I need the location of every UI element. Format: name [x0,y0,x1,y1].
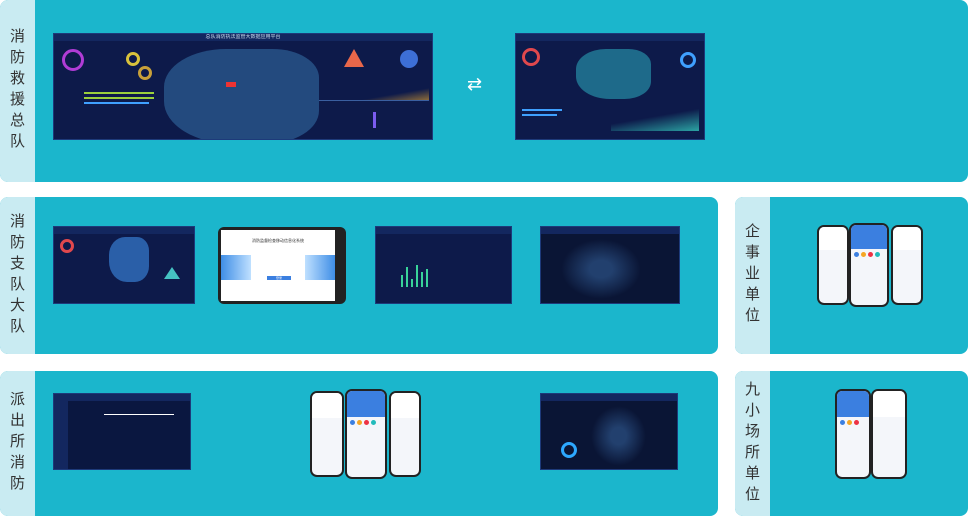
tablet-title: 消防监督检查移动信息化系统 [252,238,304,243]
swap-arrows-icon: ⇄ [467,74,483,95]
panel-enterprise-units: 企事业单位 [735,197,968,354]
phone-screenshot [310,391,344,477]
row-label: 九小场所单位 [735,371,770,516]
phone-screenshot [389,391,421,477]
panel-police-station: 派出所消防 [0,371,718,516]
row-label: 企事业单位 [735,197,770,354]
dashboard-screenshot-small [515,33,705,140]
dashboard-screenshot [53,226,195,304]
row-label: 消防救援总队 [0,0,35,182]
statistics-screenshot [375,226,512,304]
tablet-screenshot: 消防监督检查移动信息化系统 登录 [218,227,346,304]
row-label: 消防支队大队 [0,197,35,354]
phone-screenshot [871,389,907,479]
phone-screenshot [835,389,871,479]
phone-screenshot [849,223,889,307]
city-map-screenshot [540,226,680,304]
row-label: 派出所消防 [0,371,35,516]
panel-fire-detachment: 消防支队大队 消防监督检查移动信息化系统 登录 [0,197,718,354]
screen-title: 总队消防执法监管大数据应用平台 [54,34,432,41]
management-screenshot [53,393,191,470]
phone-screenshot [891,225,923,305]
dashboard-screenshot-big: 总队消防执法监管大数据应用平台 [53,33,433,140]
login-button[interactable]: 登录 [267,276,291,280]
phone-screenshot [345,389,387,479]
map-dashboard-screenshot [540,393,678,470]
panel-small-venues: 九小场所单位 [735,371,968,516]
phone-screenshot [817,225,849,305]
panel-fire-rescue-corps: 消防救援总队 总队消防执法监管大数据应用平台 ⇄ [0,0,968,182]
